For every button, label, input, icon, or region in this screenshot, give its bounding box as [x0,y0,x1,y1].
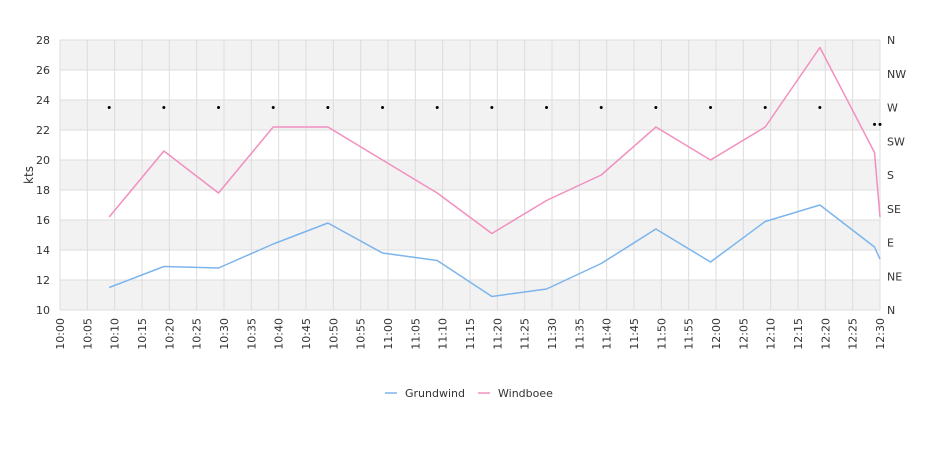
x-tick-label: 11:10 [437,318,450,350]
y-tick-label: 26 [36,64,50,77]
direction-markers [107,106,882,126]
x-tick-label: 11:15 [464,318,477,350]
direction-marker [709,106,713,109]
horizontal-gridlines [60,39,880,311]
direction-marker [654,106,658,109]
legend-label-grundwind: Grundwind [405,387,465,400]
direction-tick-label: SW [887,135,905,148]
direction-marker [217,106,221,109]
direction-marker [878,122,882,126]
y-tick-label: 12 [36,274,50,287]
x-tick-label: 10:10 [109,318,122,350]
direction-marker [545,106,549,109]
direction-marker [381,106,385,109]
x-tick-label: 10:50 [327,318,340,350]
y-tick-label: 22 [36,124,50,137]
direction-tick-label: N [887,304,895,317]
direction-tick-label: NE [887,270,902,283]
line-grundwind [108,204,881,298]
direction-marker [873,122,877,126]
x-tick-label: 11:00 [382,318,395,350]
x-tick-label: 11:35 [573,318,586,350]
x-tick-label: 11:45 [628,318,641,350]
direction-marker [818,106,822,109]
line-windboee [108,46,881,235]
x-tick-label: 12:25 [847,318,860,350]
y-axis-ticks: 10 12 14 16 18 20 22 24 26 28 [36,34,50,317]
x-tick-label: 11:50 [655,318,668,350]
y-tick-label: 16 [36,214,50,227]
direction-marker [271,106,275,109]
vertical-gridlines [59,40,881,310]
x-tick-label: 12:15 [792,318,805,350]
x-tick-label: 12:05 [737,318,750,350]
y-tick-label: 20 [36,154,50,167]
direction-marker [435,106,439,109]
x-tick-label: 10:00 [54,318,67,350]
x-tick-label: 10:55 [355,318,368,350]
x-tick-label: 12:20 [819,318,832,350]
x-tick-label: 10:30 [218,318,231,350]
legend: Grundwind Windboee [385,387,553,400]
x-tick-label: 11:25 [519,318,532,350]
y-tick-label: 24 [36,94,50,107]
direction-tick-label: NW [887,68,906,81]
y-tick-label: 14 [36,244,50,257]
x-tick-label: 10:25 [191,318,204,350]
direction-axis-ticks: N NE E SE S SW W NW N [887,34,906,317]
x-axis-ticks: 10:00 10:05 10:10 10:15 10:20 10:25 10:30 10:35… [54,318,887,350]
legend-label-windboee: Windboee [498,387,553,400]
x-tick-label: 11:30 [546,318,559,350]
x-tick-label: 10:20 [163,318,176,350]
direction-tick-label: W [887,102,898,115]
direction-marker [162,106,166,109]
direction-marker [326,106,330,109]
x-tick-label: 11:55 [683,318,696,350]
x-tick-label: 11:05 [409,318,422,350]
x-tick-label: 10:40 [273,318,286,350]
x-tick-label: 10:45 [300,318,313,350]
direction-marker [599,106,603,109]
y-axis-label: kts [22,166,36,184]
x-tick-label: 12:00 [710,318,723,350]
direction-marker [763,106,767,109]
x-tick-label: 10:35 [245,318,258,350]
x-tick-label: 11:40 [601,318,614,350]
x-tick-label: 10:05 [81,318,94,350]
direction-tick-label: N [887,34,895,47]
direction-tick-label: S [887,169,894,182]
x-tick-label: 12:30 [874,318,887,350]
x-tick-label: 10:15 [136,318,149,350]
y-tick-label: 18 [36,184,50,197]
y-tick-label: 10 [36,304,50,317]
x-tick-label: 11:20 [491,318,504,350]
y-tick-label: 28 [36,34,50,47]
direction-tick-label: E [887,237,894,250]
direction-marker [107,106,111,109]
series-lines [108,46,881,298]
direction-tick-label: SE [887,203,901,216]
direction-marker [490,106,494,109]
x-tick-label: 12:10 [765,318,778,350]
